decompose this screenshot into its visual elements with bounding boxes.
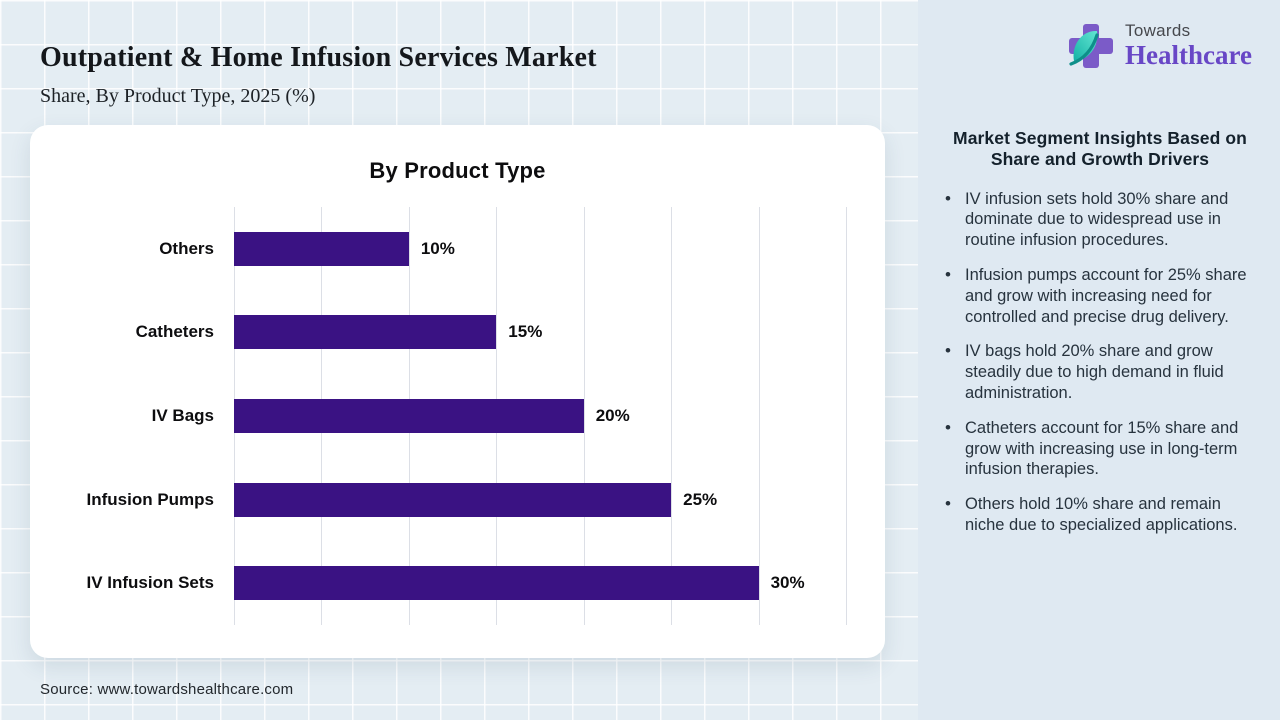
insight-bullet: Others hold 10% share and remain niche d… bbox=[940, 493, 1260, 536]
gridline bbox=[846, 207, 847, 625]
category-label: IV Bags bbox=[151, 405, 214, 425]
bar-row: IV Bags 20% bbox=[152, 374, 846, 458]
insights-panel: Towards Healthcare Market Segment Insigh… bbox=[918, 0, 1280, 720]
bar bbox=[234, 231, 409, 266]
leaf-icon bbox=[1069, 30, 1099, 66]
source-text: Source: www.towardshealthcare.com bbox=[40, 681, 294, 698]
value-label: 15% bbox=[508, 322, 543, 342]
plot-area: Others 10% Catheters 15% IV Bags 20% Infusion … bbox=[86, 207, 847, 625]
bar bbox=[234, 398, 584, 433]
gridline bbox=[671, 207, 673, 625]
insights-content: Market Segment Insights Based on Share a… bbox=[940, 128, 1260, 550]
insight-bullet: IV bags hold 20% share and grow steadily… bbox=[940, 340, 1260, 403]
category-label: Infusion Pumps bbox=[86, 489, 215, 509]
chart-title: By Product Type bbox=[369, 158, 546, 183]
value-label: 25% bbox=[683, 489, 718, 509]
bar-row: IV Infusion Sets 30% bbox=[86, 541, 846, 625]
chart-card: By Product Type Others 10% Catheters 15% IV … bbox=[30, 125, 885, 658]
insights-list: IV infusion sets hold 30% share and domi… bbox=[940, 188, 1260, 536]
bar bbox=[234, 482, 672, 517]
page-subtitle: Share, By Product Type, 2025 (%) bbox=[40, 85, 316, 107]
bar bbox=[234, 315, 497, 350]
gridline bbox=[583, 207, 585, 625]
value-label: 10% bbox=[420, 238, 455, 258]
insights-heading: Market Segment Insights Based on Share a… bbox=[953, 128, 1247, 170]
bar bbox=[234, 566, 759, 601]
brand-logo: Towards Healthcare bbox=[1067, 20, 1252, 70]
category-label: Others bbox=[159, 238, 214, 258]
bar-row: Infusion Pumps 25% bbox=[87, 458, 846, 542]
category-label: Catheters bbox=[135, 322, 214, 342]
logo-mark bbox=[1067, 20, 1115, 70]
bar-row: Catheters 15% bbox=[136, 291, 846, 375]
insight-bullet: Catheters account for 15% share and grow… bbox=[940, 417, 1260, 480]
logo-brand-top: Towards bbox=[1125, 20, 1191, 40]
value-label: 20% bbox=[595, 405, 630, 425]
gridline bbox=[758, 207, 760, 625]
bar-row: Others 10% bbox=[159, 207, 846, 291]
insight-bullet: Infusion pumps account for 25% share and… bbox=[940, 264, 1260, 327]
page-title: Outpatient & Home Infusion Services Mark… bbox=[40, 42, 597, 73]
insight-bullet: IV infusion sets hold 30% share and domi… bbox=[940, 188, 1260, 251]
value-label: 30% bbox=[770, 573, 805, 593]
logo-brand-bottom: Healthcare bbox=[1125, 39, 1252, 70]
category-label: IV Infusion Sets bbox=[86, 573, 214, 593]
logo-text: Towards Healthcare bbox=[1125, 22, 1252, 69]
